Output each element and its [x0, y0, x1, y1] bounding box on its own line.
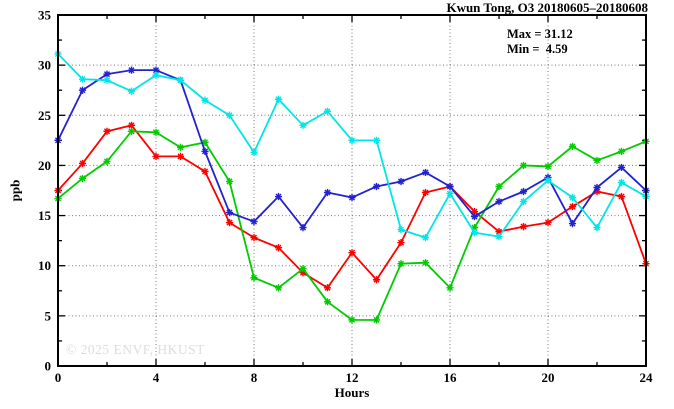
max-label: Max = 31.12: [507, 27, 573, 41]
y-tick-label: 25: [38, 108, 52, 123]
y-tick-label: 5: [45, 308, 52, 323]
series-line-cyan-day: [57, 53, 647, 239]
y-tick-label: 20: [38, 158, 51, 173]
y-tick-label: 15: [38, 208, 52, 223]
y-axis-label: ppb: [7, 179, 23, 202]
x-tick-label: 24: [640, 370, 654, 385]
y-tick-label: 35: [38, 8, 52, 23]
x-axis-label: Hours: [334, 385, 370, 400]
min-label: Min = 4.59: [507, 41, 568, 56]
y-tick-label: 10: [38, 258, 51, 273]
watermark: © 2025 ENVF, HKUST: [66, 342, 205, 357]
max-min-annotation: Max = 31.12 Min = 4.59: [507, 27, 573, 56]
x-tick-label: 16: [444, 370, 458, 385]
y-tick-label: 0: [45, 359, 52, 374]
x-tick-label: 8: [251, 370, 258, 385]
x-tick-label: 20: [542, 370, 555, 385]
x-tick-label: 4: [153, 370, 160, 385]
x-tick-label: 0: [55, 370, 62, 385]
series-markers-red-day: [54, 121, 650, 292]
y-tick-label: 30: [38, 58, 51, 73]
chart-title: Kwun Tong, O3 20180605–20180608: [446, 0, 648, 15]
series-line-red-day: [57, 124, 647, 289]
plot-frame: [57, 14, 647, 367]
x-tick-label: 12: [346, 370, 359, 385]
